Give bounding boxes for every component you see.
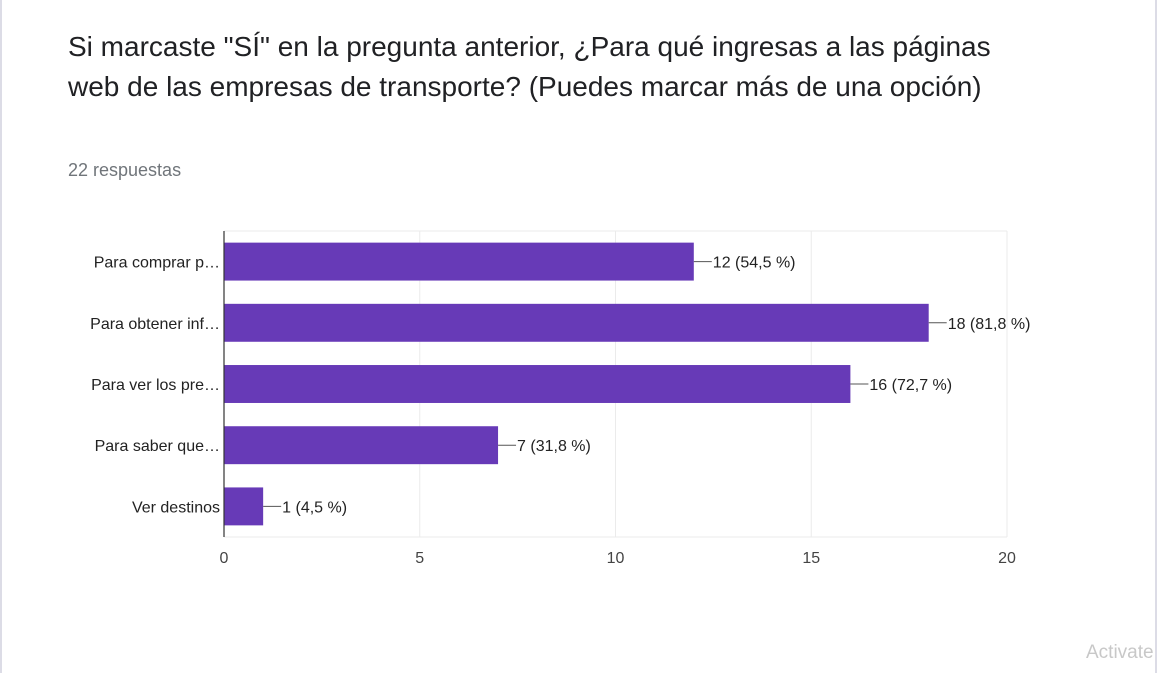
bars — [224, 242, 929, 526]
x-tick-label: 0 — [220, 550, 229, 567]
response-count: 22 respuestas — [68, 160, 182, 180]
data-label: 18 (81,8 %) — [948, 316, 1031, 333]
x-tick-label: 5 — [415, 550, 424, 567]
bar — [224, 242, 694, 281]
data-label: 16 (72,7 %) — [869, 377, 952, 394]
category-label: Para saber que… — [95, 438, 220, 455]
bar — [224, 487, 264, 526]
category-label: Para ver los pre… — [91, 377, 220, 394]
x-tick-label: 20 — [998, 550, 1016, 567]
data-label: 12 (54,5 %) — [713, 255, 796, 272]
bar — [224, 426, 499, 465]
x-tick-label: 15 — [802, 550, 820, 567]
category-label: Ver destinos — [132, 499, 220, 516]
data-label: 1 (4,5 %) — [282, 499, 347, 516]
bar — [224, 365, 851, 403]
category-labels: Para comprar p… Para obtener inf… Para ver… — [90, 255, 220, 517]
x-tick-labels: 0 5 10 15 20 — [220, 550, 1016, 567]
category-label: Para comprar p… — [94, 255, 220, 272]
question-title: Si marcaste "SÍ" en la pregunta anterior… — [68, 31, 991, 102]
activate-watermark: Activate — [1086, 642, 1154, 663]
data-labels: 12 (54,5 %) 18 (81,8 %) 16 (72,7 %) 7 (31,8… — [263, 255, 1031, 516]
category-label: Para obtener inf… — [90, 316, 220, 333]
x-tick-label: 10 — [607, 550, 625, 567]
bar — [224, 303, 929, 342]
data-label: 7 (31,8 %) — [517, 438, 591, 455]
